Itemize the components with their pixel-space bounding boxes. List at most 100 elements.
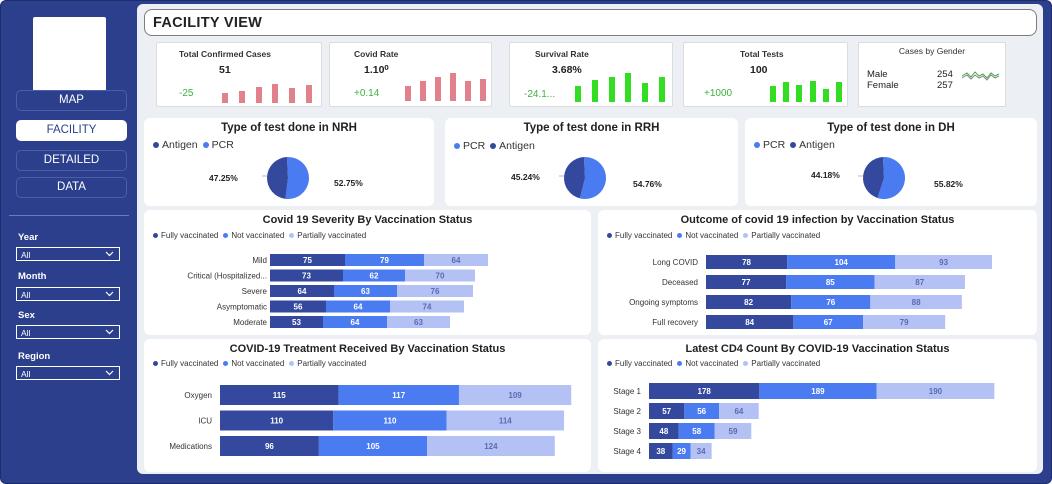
pie-slice-light[interactable] xyxy=(877,157,905,199)
bar-segment[interactable] xyxy=(672,443,691,459)
bar-segment[interactable] xyxy=(334,285,397,297)
kpi-spark-bar xyxy=(823,89,829,102)
nav-map-button[interactable]: MAP xyxy=(16,90,127,111)
pie-chart[interactable] xyxy=(261,156,315,200)
bar-segment[interactable] xyxy=(678,423,715,439)
filter-sex-label: Sex xyxy=(18,310,35,321)
chart-title: Latest CD4 Count By COVID-19 Vaccination… xyxy=(685,343,950,355)
nav-data-button[interactable]: DATA xyxy=(16,177,127,198)
pie-slice-light[interactable] xyxy=(285,157,309,199)
bar-segment[interactable] xyxy=(405,269,475,282)
bar-value-label: 64 xyxy=(298,287,307,296)
bar-segment[interactable] xyxy=(786,275,875,289)
bar-segment[interactable] xyxy=(876,383,995,399)
gender-card[interactable]: Cases by Gender Male 254 Female 257 xyxy=(858,42,1006,107)
bar-segment[interactable] xyxy=(333,410,447,431)
legend-label: PCR xyxy=(463,140,486,152)
bar-segment[interactable] xyxy=(649,423,679,439)
bar-value-label: 79 xyxy=(380,256,389,265)
bar-segment[interactable] xyxy=(220,410,334,431)
kpi-card-covid-rate[interactable]: Covid Rate 1.10⁰ +0.14 xyxy=(329,42,492,107)
bar-segment[interactable] xyxy=(318,436,428,456)
bar-segment[interactable] xyxy=(270,316,323,328)
kpi-card-confirmed-cases[interactable]: Total Confirmed Cases 51 -25 xyxy=(156,42,322,107)
bar-segment[interactable] xyxy=(446,410,565,431)
filter-region-select[interactable]: All xyxy=(16,366,120,380)
bar-chart[interactable]: Oxygen 115 117 109 ICU 110 110 114 Medications 96… xyxy=(144,339,591,472)
legend-label: PCR xyxy=(211,139,234,151)
bar-segment[interactable] xyxy=(323,316,387,328)
pie-slice-dark[interactable] xyxy=(267,157,288,199)
legend-label: Not vaccinated xyxy=(231,231,285,240)
nav-facility-button[interactable]: FACILITY xyxy=(16,120,127,141)
bar-segment[interactable] xyxy=(649,383,760,399)
kpi-card-total-tests[interactable]: Total Tests 100 +1000 xyxy=(683,42,848,107)
bar-segment[interactable] xyxy=(895,255,992,269)
bar-segment[interactable] xyxy=(649,403,685,419)
bar-value-label: 96 xyxy=(265,442,274,451)
bar-chart[interactable]: Long COVID 78 104 93 Deceased 77 85 87 Ongoing s… xyxy=(598,210,1037,335)
chart-legend: Fully vaccinated Not vaccinated Partially … xyxy=(607,359,825,368)
kpi-card-survival-rate[interactable]: Survival Rate 3.68% -24.1... xyxy=(509,42,673,107)
filter-month-select[interactable]: All xyxy=(16,287,120,301)
pie-slice-light[interactable] xyxy=(579,157,606,199)
bar-segment[interactable] xyxy=(870,295,962,309)
bar-segment[interactable] xyxy=(706,275,787,289)
bar-segment[interactable] xyxy=(863,315,946,329)
legend-label: Partially vaccinated xyxy=(297,359,367,368)
bar-segment[interactable] xyxy=(397,285,473,297)
bar-segment[interactable] xyxy=(343,269,405,282)
bar-segment[interactable] xyxy=(338,385,459,405)
logo-placeholder xyxy=(33,17,106,91)
bar-chart[interactable]: Stage 1 178 189 190 Stage 2 57 56 64 Stage 3 48 58… xyxy=(598,339,1037,472)
bar-segment[interactable] xyxy=(706,295,792,309)
pie-card-dh: Type of test done in DH PCR Antigen 44.1… xyxy=(745,118,1037,206)
bar-segment[interactable] xyxy=(424,254,488,266)
bar-segment[interactable] xyxy=(220,385,339,405)
bar-segment[interactable] xyxy=(706,255,788,269)
bar-segment[interactable] xyxy=(390,300,464,313)
bar-segment[interactable] xyxy=(345,254,424,266)
bar-chart[interactable]: Mild 75 79 64 Critical (Hospitalized... 73 62 7… xyxy=(144,210,591,335)
bar-segment[interactable] xyxy=(270,269,343,282)
legend-swatch xyxy=(607,233,612,238)
bar-value-label: 38 xyxy=(656,447,665,456)
pie-slice-dark[interactable] xyxy=(564,157,585,199)
pie-slice-dark[interactable] xyxy=(863,157,884,198)
kpi-delta: -25 xyxy=(179,88,194,99)
bar-segment[interactable] xyxy=(874,275,965,289)
nav-detailed-button[interactable]: DETAILED xyxy=(16,150,127,171)
bar-value-label: 88 xyxy=(912,298,921,307)
legend-swatch xyxy=(202,142,209,148)
bar-segment[interactable] xyxy=(270,254,345,266)
bar-segment[interactable] xyxy=(759,383,877,399)
kpi-spark-bar xyxy=(769,85,776,102)
pie-chart[interactable] xyxy=(857,156,911,200)
chart-legend: PCR Antigen xyxy=(754,139,840,151)
bar-segment[interactable] xyxy=(706,315,794,329)
filter-sex-select[interactable]: All xyxy=(16,325,120,339)
bar-segment[interactable] xyxy=(690,443,712,459)
kpi-spark-bar xyxy=(404,85,411,101)
bar-segment[interactable] xyxy=(793,315,864,329)
bar-segment[interactable] xyxy=(714,423,752,439)
bar-segment[interactable] xyxy=(719,403,759,419)
bar-segment[interactable] xyxy=(427,436,555,456)
bar-value-label: 76 xyxy=(431,287,440,296)
kpi-spark-bar xyxy=(222,93,229,103)
page-title-bar: FACILITY VIEW xyxy=(144,9,1037,36)
bar-segment[interactable] xyxy=(684,403,720,419)
bar-segment[interactable] xyxy=(387,316,450,328)
bar-segment[interactable] xyxy=(458,385,572,405)
bar-value-label: 29 xyxy=(677,447,686,456)
bar-segment[interactable] xyxy=(326,300,390,313)
bar-segment[interactable] xyxy=(270,300,326,313)
kpi-spark-bar xyxy=(836,82,843,102)
bar-segment[interactable] xyxy=(791,295,871,309)
filter-year-select[interactable]: All xyxy=(16,247,120,261)
bar-segment[interactable] xyxy=(270,285,334,297)
bar-segment[interactable] xyxy=(649,443,673,459)
bar-segment[interactable] xyxy=(787,255,896,269)
bar-segment[interactable] xyxy=(220,436,319,456)
pie-chart[interactable] xyxy=(558,156,612,200)
